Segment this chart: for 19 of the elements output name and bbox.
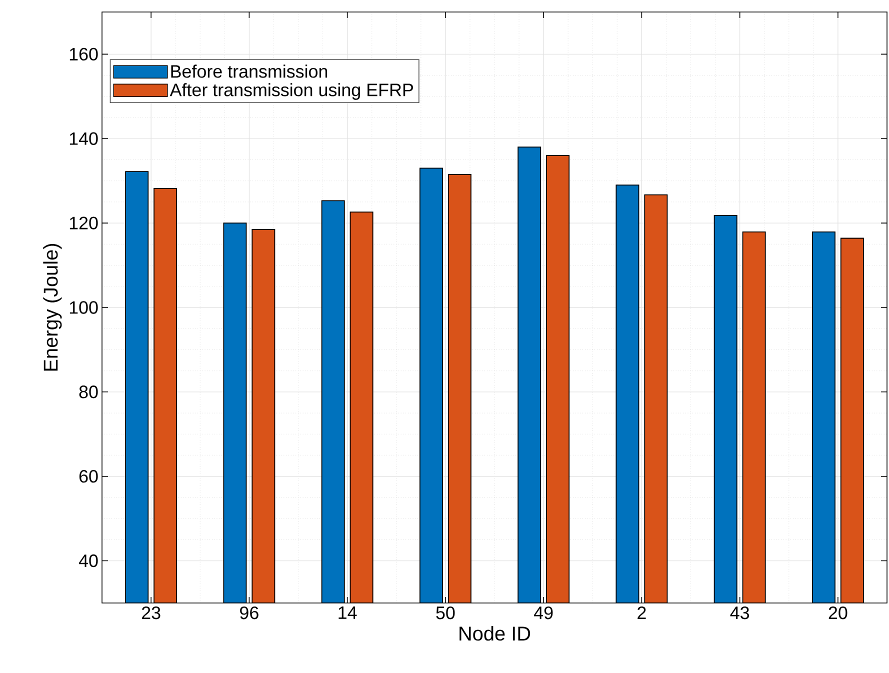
x-tick-label: 96: [240, 606, 258, 620]
y-tick-label: 40: [78, 554, 98, 568]
y-tick-label: 160: [70, 48, 98, 61]
x-tick-label: 20: [828, 606, 848, 620]
x-axis-title: Node ID: [460, 626, 530, 641]
y-tick-label: 100: [70, 301, 98, 314]
x-tick-label: 14: [338, 606, 357, 619]
x-tick-label: 2: [638, 606, 646, 620]
y-tick-label: 120: [70, 216, 98, 230]
y-tick-label: 140: [70, 132, 98, 145]
legend-label: Before transmission: [171, 64, 328, 78]
x-tick-label: 43: [730, 606, 750, 620]
x-tick-label: 50: [436, 606, 455, 620]
legend-label: After transmission using EFRP: [170, 83, 413, 100]
y-tick-label: 60: [79, 470, 98, 483]
y-tick-label: 80: [79, 386, 98, 398]
y-axis-title: Energy (Joule): [43, 244, 62, 371]
x-tick-label: 23: [142, 606, 160, 620]
x-tick-label: 49: [534, 606, 553, 620]
